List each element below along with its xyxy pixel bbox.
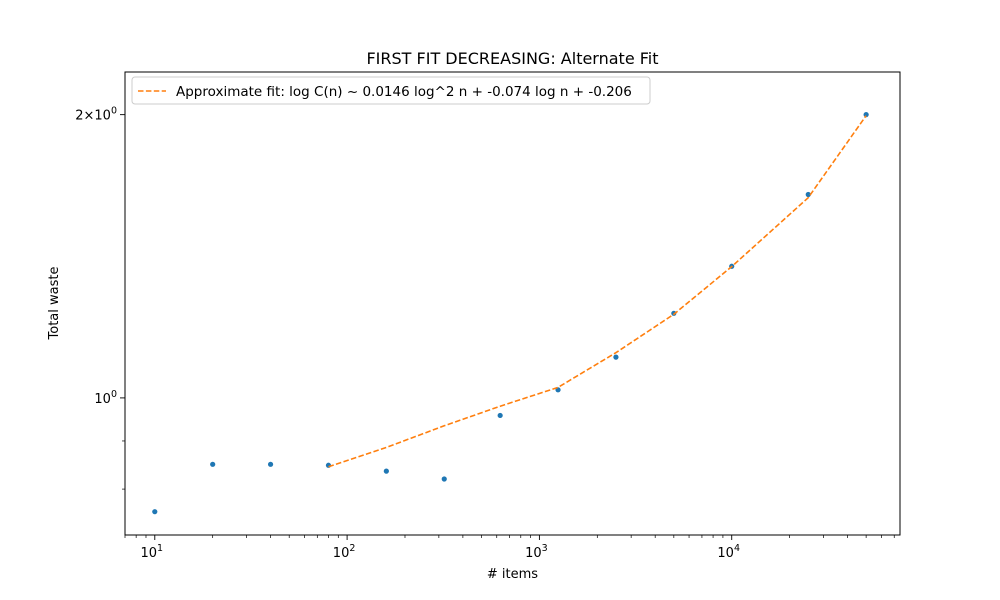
x-tick-label: 101 <box>140 543 163 561</box>
data-point <box>863 112 869 118</box>
data-point <box>805 191 811 198</box>
y-axis-label: Total waste <box>47 267 62 341</box>
data-point <box>267 461 274 467</box>
legend-box <box>131 76 651 105</box>
x-axis-label: # items <box>487 567 538 582</box>
data-point <box>152 509 158 515</box>
legend-label-fit: Approximate fit: log C(n) ~ 0.0146 log^2… <box>176 84 632 100</box>
y-tick-label: 100 <box>94 389 117 407</box>
data-point <box>497 412 503 419</box>
x-tick-label: 103 <box>525 543 548 561</box>
data-point <box>441 476 447 482</box>
x-tick-label: 104 <box>717 543 740 561</box>
axes-frame <box>124 71 901 536</box>
legend: Approximate fit: log C(n) ~ 0.0146 log^2… <box>131 76 651 105</box>
x-tick-label: 102 <box>333 543 356 561</box>
data-point <box>210 461 216 467</box>
data-point <box>383 468 389 474</box>
plot-area: 101 102 103 104 100 2×100 <box>75 71 901 561</box>
fit-line <box>328 115 867 468</box>
chart-title: FIRST FIT DECREASING: Alternate Fit <box>366 49 658 68</box>
y-tick-label: 2×100 <box>75 106 117 124</box>
data-point <box>613 354 619 360</box>
